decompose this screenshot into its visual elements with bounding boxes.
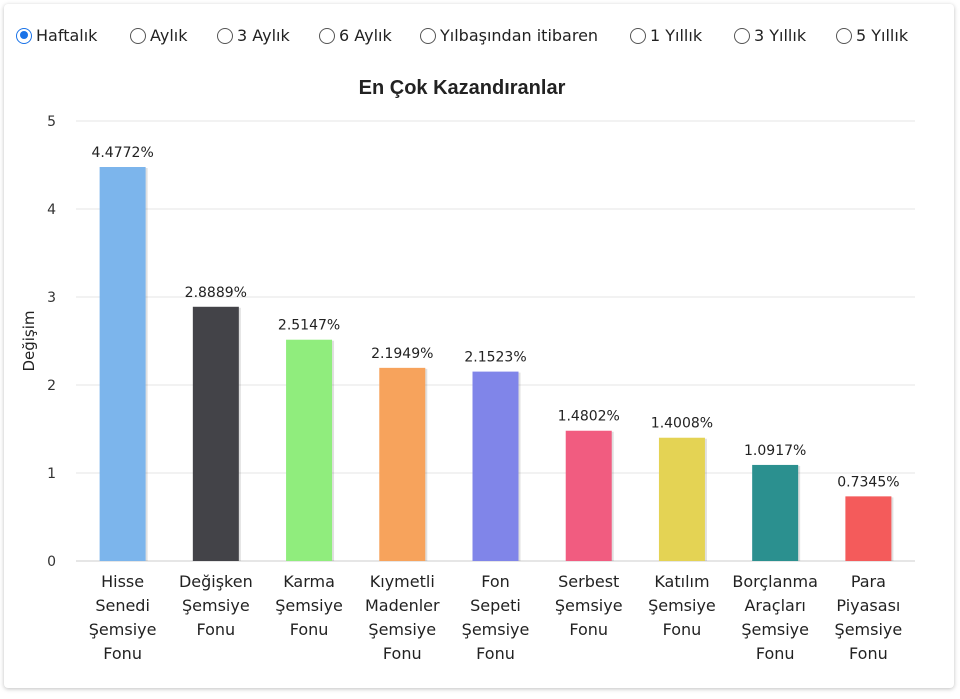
x-tick-label: Şemsiye [275, 596, 343, 615]
y-tick-label: 5 [47, 114, 56, 130]
period-option-3-months[interactable]: 3 Aylık [217, 26, 290, 45]
radio-icon[interactable] [420, 27, 436, 44]
period-label: Haftalık [36, 26, 98, 45]
bar[interactable] [286, 339, 333, 561]
x-tick-label: Şemsiye [182, 596, 250, 615]
radio-icon[interactable] [734, 27, 750, 44]
x-tick-label: Şemsiye [648, 596, 716, 615]
x-tick-label: Şemsiye [368, 620, 436, 639]
radio-icon[interactable] [630, 27, 646, 44]
x-tick-label: Sepeti [470, 596, 521, 615]
period-label: Aylık [150, 26, 188, 45]
period-option-monthly[interactable]: Aylık [130, 26, 187, 45]
x-axis-ticks: Hisse Senedi Şemsiye Fonu Değişken Şemsiye Fon… [89, 572, 902, 663]
period-option-1-year[interactable]: 1 Yıllık [630, 26, 702, 45]
x-tick-label: Fonu [756, 644, 795, 663]
bars [99, 167, 894, 561]
bar[interactable] [192, 306, 239, 561]
bar[interactable] [845, 496, 892, 561]
bar[interactable] [565, 430, 612, 561]
x-tick-label: Katılım [654, 572, 709, 591]
y-axis-ticks: 0 1 2 3 4 5 [47, 114, 56, 570]
x-tick-label: Şemsiye [555, 596, 623, 615]
y-tick-label: 3 [47, 290, 56, 306]
x-tick-label: Fonu [103, 644, 142, 663]
data-label: 1.0917% [744, 443, 806, 459]
x-tick-label: Para [851, 572, 886, 591]
data-label: 2.1949% [371, 346, 433, 362]
chart-card: Haftalık Aylık 3 Aylık 6 Aylık Yılbaşınd… [4, 4, 954, 688]
x-tick-label: Fonu [476, 644, 515, 663]
y-tick-label: 4 [47, 202, 56, 218]
y-tick-label: 0 [47, 554, 56, 570]
bar[interactable] [752, 464, 799, 561]
radio-icon[interactable] [16, 27, 32, 44]
x-tick-label: Hisse [101, 572, 144, 591]
x-tick-label: Serbest [558, 572, 619, 591]
data-label: 1.4802% [558, 409, 620, 425]
x-tick-label: Fon [481, 572, 510, 591]
radio-icon[interactable] [130, 27, 146, 44]
data-labels: 4.4772% 2.8889% 2.5147% 2.1949% 2.1523% 1.480… [91, 145, 899, 490]
period-label: Yılbaşından itibaren [440, 26, 599, 45]
x-tick-label: Şemsiye [741, 620, 809, 639]
bar[interactable] [99, 167, 146, 561]
period-label: 1 Yıllık [650, 26, 703, 45]
x-tick-label: Değişken [179, 572, 253, 591]
x-tick-label: Karma [283, 572, 335, 591]
y-tick-label: 1 [47, 466, 56, 482]
data-label: 2.8889% [185, 285, 247, 301]
y-tick-label: 2 [47, 378, 56, 394]
y-axis-label: Değişim [20, 310, 38, 371]
x-tick-label: Fonu [849, 644, 888, 663]
x-tick-label: Fonu [663, 620, 702, 639]
x-tick-label: Fonu [290, 620, 329, 639]
period-option-3-years[interactable]: 3 Yıllık [734, 26, 806, 45]
radio-icon[interactable] [319, 27, 335, 44]
chart-title: En Çok Kazandıranlar [359, 77, 566, 99]
period-selector: Haftalık Aylık 3 Aylık 6 Aylık Yılbaşınd… [4, 26, 954, 54]
period-option-6-months[interactable]: 6 Aylık [319, 26, 392, 45]
x-tick-label: Şemsiye [462, 620, 530, 639]
x-tick-label: Şemsiye [89, 620, 157, 639]
data-label: 2.5147% [278, 318, 340, 334]
data-label: 1.4008% [651, 416, 713, 432]
radio-icon[interactable] [836, 27, 852, 44]
data-label: 2.1523% [464, 350, 526, 366]
bar[interactable] [379, 367, 426, 561]
bar[interactable] [472, 371, 519, 561]
data-label: 4.4772% [91, 145, 153, 161]
radio-icon[interactable] [217, 27, 233, 44]
period-label: 3 Yıllık [754, 26, 807, 45]
x-tick-label: Fonu [196, 620, 235, 639]
x-tick-label: Şemsiye [835, 620, 903, 639]
x-tick-label: Madenler [365, 596, 440, 615]
x-tick-label: Borçlanma [732, 572, 818, 591]
data-label: 0.7345% [837, 474, 899, 490]
x-tick-label: Senedi [95, 596, 150, 615]
period-option-5-years[interactable]: 5 Yıllık [836, 26, 908, 45]
x-tick-label: Fonu [383, 644, 422, 663]
period-label: 6 Aylık [339, 26, 392, 45]
period-option-weekly[interactable]: Haftalık [16, 26, 97, 45]
period-label: 5 Yıllık [856, 26, 909, 45]
x-tick-label: Piyasası [836, 596, 900, 615]
x-tick-label: Kıymetli [370, 572, 435, 591]
x-tick-label: Araçları [744, 596, 805, 615]
bar[interactable] [658, 437, 705, 561]
period-label: 3 Aylık [237, 26, 290, 45]
period-option-ytd[interactable]: Yılbaşından itibaren [420, 26, 598, 45]
x-tick-label: Fonu [569, 620, 608, 639]
